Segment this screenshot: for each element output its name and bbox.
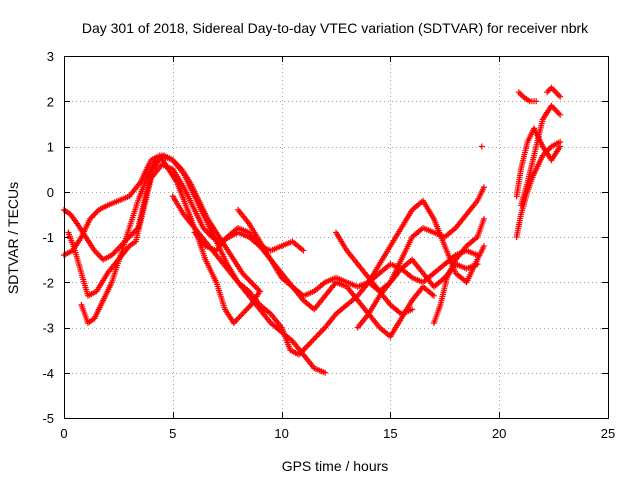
data-point (256, 288, 263, 295)
plot-frame (64, 56, 609, 419)
data-series (61, 84, 564, 376)
series-track-12 (478, 143, 485, 150)
y-tick-label: -5 (42, 411, 54, 426)
series-track-11 (430, 215, 487, 326)
data-point (533, 98, 540, 105)
data-point (478, 143, 485, 150)
x-tick-label: 20 (492, 426, 506, 441)
y-tick-label: -1 (42, 230, 54, 245)
data-point (409, 306, 416, 313)
data-point (480, 215, 487, 222)
y-axis-label: SDTVAR / TECUs (5, 182, 21, 294)
x-tick-label: 15 (383, 426, 397, 441)
x-tick-label: 25 (601, 426, 615, 441)
data-point (300, 247, 307, 254)
series-track-16 (515, 89, 540, 105)
series-track-10 (365, 197, 487, 286)
data-point (430, 292, 437, 299)
data-point (480, 243, 487, 250)
y-tick-label: -4 (42, 366, 54, 381)
series-track-9 (354, 184, 487, 331)
series-track-13 (513, 138, 564, 240)
data-point (557, 111, 564, 118)
x-tick-label: 10 (274, 426, 288, 441)
axis-ticks: 0 5 10 15 20 25 -5 -4 -3 -2 -1 0 1 2 3 (42, 49, 615, 441)
x-axis-label: GPS time / hours (282, 458, 389, 474)
y-tick-label: 0 (47, 185, 54, 200)
data-point (480, 184, 487, 191)
x-tick-label: 0 (60, 426, 67, 441)
data-point (322, 369, 329, 376)
y-tick-label: 1 (47, 140, 54, 155)
series-track-4 (78, 152, 263, 326)
y-tick-label: -2 (42, 275, 54, 290)
grid-lines (64, 56, 608, 418)
data-point (557, 143, 564, 150)
series-track-7 (235, 206, 481, 299)
data-point (557, 93, 564, 100)
series-track-15 (517, 102, 564, 209)
series-track-17 (544, 84, 564, 100)
series-track-1 (61, 152, 263, 326)
y-tick-label: 3 (47, 49, 54, 64)
y-tick-label: -3 (42, 321, 54, 336)
y-tick-label: 2 (47, 94, 54, 109)
x-tick-label: 5 (169, 426, 176, 441)
chart-title: Day 301 of 2018, Sidereal Day-to-day VTE… (82, 20, 589, 36)
